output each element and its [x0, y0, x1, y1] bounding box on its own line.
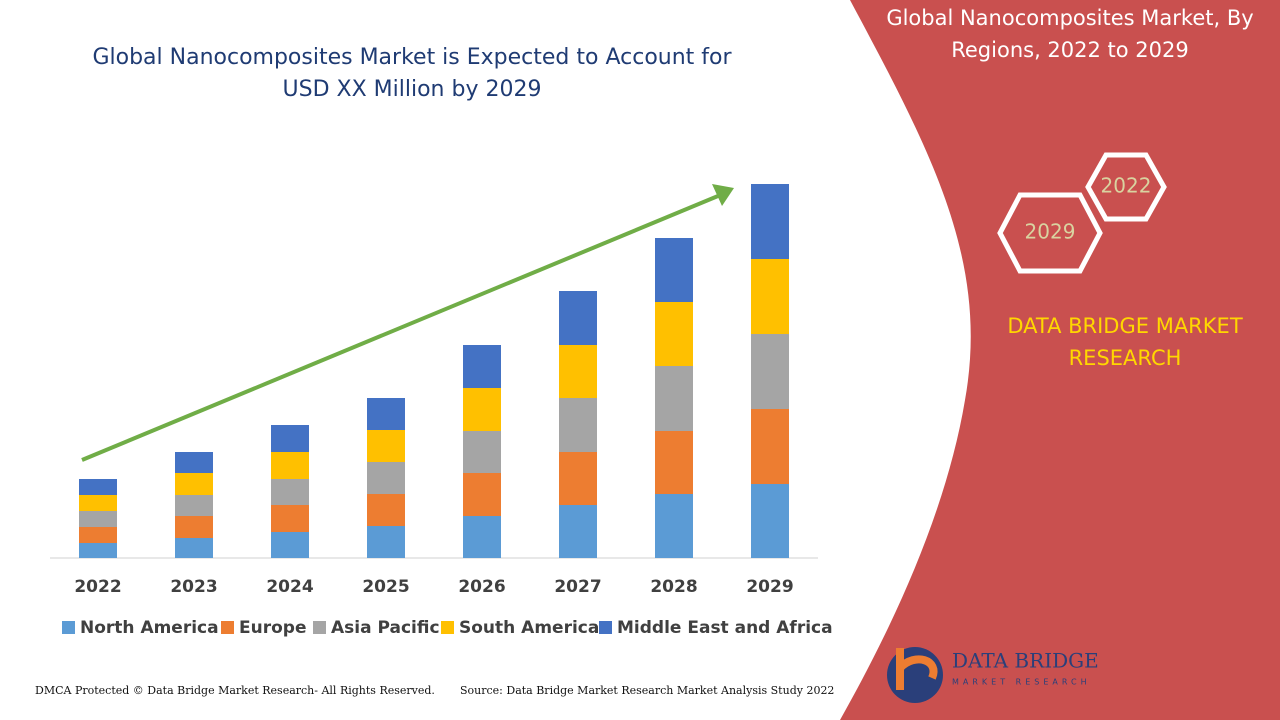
bar-segment: [79, 511, 117, 527]
bar-segment: [367, 430, 405, 462]
bar-segment: [175, 516, 213, 538]
bar-segment: [655, 238, 693, 302]
hex-label: 2022: [1101, 174, 1152, 198]
bar-segment: [367, 398, 405, 430]
legend-swatch: [313, 621, 326, 634]
bar-segment: [655, 302, 693, 366]
x-tick-label: 2028: [650, 577, 697, 597]
bar-segment: [463, 473, 501, 516]
bar-segment: [271, 452, 309, 479]
bar-segment: [559, 345, 597, 398]
bar-segment: [751, 334, 789, 409]
hex-label: 2029: [1025, 220, 1076, 244]
hexagon: [997, 192, 1103, 274]
footer-left: DMCA Protected © Data Bridge Market Rese…: [35, 684, 435, 697]
bar-segment: [751, 409, 789, 484]
bar-segment: [367, 526, 405, 558]
hexagon: [1085, 152, 1167, 222]
logo-text: DATA BRIDGE: [952, 649, 1099, 673]
bar-segment: [175, 538, 213, 558]
chart-title: Global Nanocomposites Market is Expected…: [92, 45, 732, 102]
bar-segment: [367, 494, 405, 526]
bar-segment: [271, 425, 309, 452]
bar-segment: [463, 431, 501, 473]
bar-segment: [559, 505, 597, 558]
brand-text: DATA BRIDGE MARKET RESEARCH: [1007, 314, 1243, 370]
bar-segment: [463, 345, 501, 388]
bar-segment: [655, 431, 693, 494]
legend-label: Europe: [239, 618, 306, 638]
bar-segment: [175, 452, 213, 473]
logo-icon: [896, 648, 938, 690]
x-tick-label: 2024: [266, 577, 313, 597]
bar-segment: [79, 479, 117, 495]
legend-swatch: [441, 621, 454, 634]
logo-subtext: MARKET RESEARCH: [952, 678, 1091, 687]
bar-segment: [79, 543, 117, 558]
bar-segment: [463, 516, 501, 558]
legend-swatch: [599, 621, 612, 634]
bar-segment: [751, 184, 789, 259]
trend-arrow: [81, 194, 719, 462]
legend-label: South America: [459, 618, 599, 638]
x-tick-label: 2029: [746, 577, 793, 597]
side-panel: [840, 0, 1280, 720]
legend-swatch: [62, 621, 75, 634]
bar-segment: [175, 473, 213, 495]
bar-segment: [655, 366, 693, 431]
legend-label: Middle East and Africa: [617, 618, 833, 638]
bar-segment: [271, 479, 309, 505]
bar-segment: [367, 462, 405, 494]
panel-title: Global Nanocomposites Market, By Regions…: [886, 6, 1254, 62]
bar-segment: [559, 452, 597, 505]
x-tick-label: 2023: [170, 577, 217, 597]
logo: DATA BRIDGE MARKET RESEARCH: [887, 647, 1099, 703]
bar-segment: [655, 494, 693, 558]
bar-segment: [271, 532, 309, 558]
legend-swatch: [221, 621, 234, 634]
bar-segment: [175, 495, 213, 516]
footer-right: Source: Data Bridge Market Research Mark…: [460, 684, 835, 697]
bar-segment: [271, 505, 309, 532]
bar-segment: [751, 484, 789, 558]
x-tick-label: 2027: [554, 577, 601, 597]
legend-label: Asia Pacific: [331, 618, 440, 638]
x-tick-label: 2022: [74, 577, 121, 597]
bar-segment: [79, 527, 117, 543]
x-tick-label: 2026: [458, 577, 505, 597]
bar-segment: [463, 388, 501, 431]
x-tick-label: 2025: [362, 577, 409, 597]
bar-segment: [79, 495, 117, 511]
legend-label: North America: [80, 618, 219, 638]
bar-segment: [751, 259, 789, 334]
bar-segment: [559, 291, 597, 345]
bar-segment: [559, 398, 597, 452]
trend-arrowhead: [712, 184, 734, 206]
